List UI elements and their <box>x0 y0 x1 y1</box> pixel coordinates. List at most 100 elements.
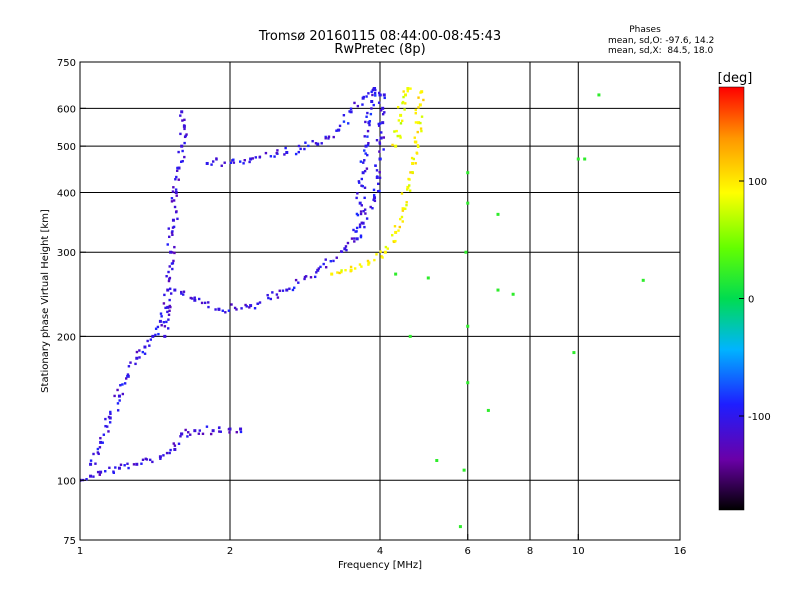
echo-point <box>367 92 370 95</box>
echo-point <box>398 225 402 229</box>
echo-point <box>168 265 171 268</box>
echo-point <box>314 142 318 145</box>
echo-point <box>411 171 414 174</box>
echo-point <box>176 166 179 170</box>
echo-point <box>141 458 145 461</box>
echo-point <box>359 210 363 213</box>
echo-point <box>340 269 343 272</box>
echo-point <box>179 160 183 163</box>
echo-point <box>316 142 320 146</box>
echo-point <box>285 288 289 292</box>
echo-point <box>94 462 97 465</box>
echo-point <box>391 143 394 147</box>
echo-point <box>360 221 363 225</box>
stats-o-mode: mean, sd,O: -97.6, 14.2 <box>608 36 714 46</box>
echo-point <box>294 152 298 156</box>
echo-point <box>197 432 201 435</box>
echo-point <box>210 163 213 166</box>
echo-point <box>370 90 373 94</box>
echo-point <box>359 234 363 237</box>
echo-point <box>417 145 420 149</box>
echo-point <box>104 424 107 428</box>
echo-point <box>108 421 112 424</box>
chart-subtitle: RwPretec (8p) <box>334 42 425 57</box>
x-tick-label: 16 <box>674 546 687 557</box>
echo-point <box>408 189 412 192</box>
echo-point <box>393 130 396 133</box>
echo-point <box>278 289 281 292</box>
echo-point <box>374 164 377 167</box>
echo-point <box>143 345 147 349</box>
echo-point <box>414 108 417 112</box>
echo-point <box>108 466 111 470</box>
echo-point <box>409 87 412 90</box>
echo-point <box>382 136 386 139</box>
echo-point <box>172 186 175 189</box>
echo-point <box>113 394 116 398</box>
echo-point <box>182 290 186 293</box>
echo-point <box>154 333 157 337</box>
echo-point <box>183 155 186 159</box>
echo-point <box>355 226 359 230</box>
echo-point <box>420 90 424 94</box>
echo-point <box>165 320 168 324</box>
echo-point <box>320 142 323 145</box>
echo-point <box>364 152 367 155</box>
echo-point <box>273 155 276 158</box>
echo-point <box>324 258 327 261</box>
echo-point <box>361 221 365 225</box>
echo-point <box>174 210 178 214</box>
echo-point <box>173 205 177 209</box>
echo-point <box>379 250 382 253</box>
echo-point <box>172 442 175 445</box>
echo-point <box>159 312 163 315</box>
echo-point <box>332 135 335 139</box>
echo-point <box>364 120 367 124</box>
y-tick-label: 75 <box>63 536 76 547</box>
echo-point <box>394 239 397 243</box>
echo-point <box>372 194 376 197</box>
echo-point <box>179 132 182 136</box>
echo-point <box>276 296 280 299</box>
echo-point <box>363 225 366 229</box>
echo-point <box>179 114 182 117</box>
echo-point <box>366 259 370 263</box>
echo-point <box>166 310 169 314</box>
echo-point <box>352 228 355 232</box>
echo-point <box>248 160 251 164</box>
echo-point <box>96 447 100 451</box>
echo-point <box>107 430 110 433</box>
echo-point <box>104 470 107 473</box>
echo-point <box>183 127 186 131</box>
echo-point <box>353 237 356 240</box>
echo-point <box>224 311 227 314</box>
echo-point <box>359 235 363 239</box>
echo-point <box>322 262 325 266</box>
echo-point <box>394 144 398 148</box>
echo-point <box>353 240 356 243</box>
echo-point <box>138 349 141 352</box>
echo-point <box>416 144 420 147</box>
echo-point <box>207 301 210 304</box>
echo-point <box>193 429 197 433</box>
echo-point <box>187 431 190 434</box>
echo-point <box>269 155 273 158</box>
echo-point <box>97 452 100 456</box>
echo-point <box>164 306 167 310</box>
echo-point <box>151 460 154 464</box>
echo-point <box>141 350 145 354</box>
echo-point <box>169 305 172 309</box>
echo-point <box>218 426 221 429</box>
echo-point <box>167 313 171 316</box>
echo-point <box>382 93 386 97</box>
echo-point <box>172 259 175 263</box>
echo-point <box>96 451 100 454</box>
echo-point <box>146 339 149 343</box>
y-tick-label: 600 <box>57 104 76 115</box>
echo-point <box>163 335 166 338</box>
echo-point <box>264 151 268 155</box>
echo-point <box>370 100 374 104</box>
colorbar-label: [deg] <box>718 71 753 86</box>
echo-point <box>377 124 381 127</box>
